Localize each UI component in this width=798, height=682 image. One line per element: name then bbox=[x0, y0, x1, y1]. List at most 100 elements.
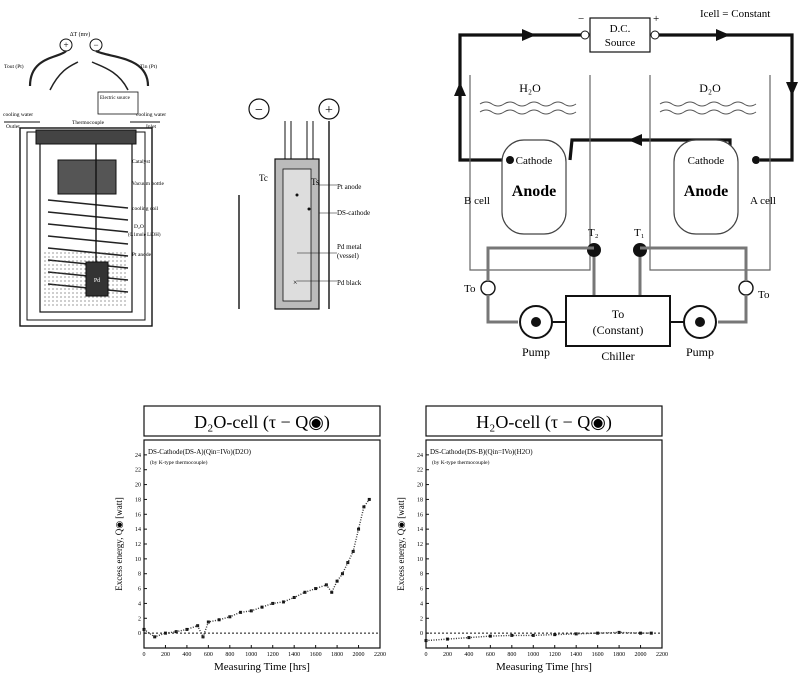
y-tick-label: 12 bbox=[135, 542, 141, 548]
b-cell-label: B cell bbox=[464, 195, 490, 207]
minus-sign: − bbox=[93, 40, 98, 50]
b-cell-vessel bbox=[501, 139, 567, 235]
vacuum-bottle-label: Vacuum bottle bbox=[132, 181, 164, 187]
y-tick-label: 12 bbox=[417, 542, 423, 548]
ds-cathode-label: DS-cathode bbox=[337, 209, 370, 217]
apparatus-diagram: ΔT (mv) + − Tout (Pt) Tin (Pt) cooling w… bbox=[3, 31, 166, 327]
pd-black-label: Pd black bbox=[337, 279, 362, 287]
x-tick-label: 1800 bbox=[613, 652, 625, 658]
chart-subtitle: DS-Cathode(DS-A)(Qin=IVo)(D2O) bbox=[148, 448, 252, 456]
data-point bbox=[531, 633, 535, 637]
catalyst-label: Catalyst bbox=[132, 159, 150, 165]
h2o-label: H₂O bbox=[519, 81, 541, 95]
y-axis-label: Excess energy, Q◉ [watt] bbox=[114, 497, 124, 591]
t2-label: T₂ bbox=[588, 227, 599, 239]
t1-label: T₁ bbox=[634, 227, 645, 239]
x-tick-label: 400 bbox=[182, 652, 191, 658]
minus-sign: − bbox=[255, 103, 263, 118]
x-tick-label: 1400 bbox=[570, 652, 582, 658]
y-tick-label: 8 bbox=[138, 572, 141, 578]
t1-sensor-icon bbox=[633, 243, 647, 257]
dc-source-label-1: D.C. bbox=[610, 23, 631, 35]
pt-anode-label: Pt anode bbox=[337, 183, 361, 191]
pt-anode-label: Pt anode bbox=[132, 252, 152, 258]
delta-t-label: ΔT (mv) bbox=[70, 31, 91, 38]
d2o-cell-chart: D₂O-cell (τ − Q◉)0 200 400 600 800 1000 1200 14… bbox=[114, 405, 386, 673]
cathode-right-label: Cathode bbox=[688, 155, 725, 167]
outlet-label: Outlet bbox=[6, 124, 20, 130]
pd-label: Pd bbox=[94, 278, 100, 284]
x-tick-label: 600 bbox=[204, 652, 213, 658]
data-point bbox=[303, 590, 307, 594]
x-tick-label: 1800 bbox=[331, 652, 343, 658]
source-plus-sign: + bbox=[653, 13, 659, 25]
data-series-trace bbox=[425, 631, 652, 642]
x-tick-label: 2200 bbox=[374, 652, 386, 658]
y-tick-label: 22 bbox=[417, 468, 423, 474]
plot-frame bbox=[143, 439, 381, 649]
y-tick-label: 16 bbox=[417, 512, 423, 518]
data-point bbox=[217, 618, 221, 622]
data-point bbox=[639, 631, 643, 635]
x-tick-label: 800 bbox=[507, 652, 516, 658]
to-sensor-left-icon bbox=[480, 280, 496, 296]
cathode-detail-diagram: − + Tc Ts Pt anode DS-cathode Pd metal (… bbox=[238, 98, 370, 310]
x-axis-label: Measuring Time [hrs] bbox=[496, 661, 592, 673]
x-tick-label: 800 bbox=[225, 652, 234, 658]
d2o-concentration-label: (0.1mole LiOH) bbox=[128, 233, 161, 238]
y-tick-label: 22 bbox=[135, 468, 141, 474]
x-tick-label: 1600 bbox=[310, 652, 322, 658]
y-tick-label: 16 bbox=[135, 512, 141, 518]
y-tick-label: 4 bbox=[138, 601, 141, 607]
y-tick-label: 24 bbox=[417, 453, 423, 459]
y-tick-label: 0 bbox=[138, 631, 141, 637]
y-tick-label: 4 bbox=[420, 601, 423, 607]
x-tick-label: 1000 bbox=[245, 652, 257, 658]
current-arrows bbox=[454, 29, 798, 146]
chart-note: (by K-type thermocouple) bbox=[150, 459, 208, 466]
y-tick-label: 18 bbox=[135, 497, 141, 503]
cooling-coil-label: cooling coil bbox=[132, 206, 159, 212]
y-tick-label: 10 bbox=[135, 557, 141, 563]
chiller-box bbox=[565, 295, 671, 347]
x-tick-label: 1600 bbox=[592, 652, 604, 658]
to-sensor-right-icon bbox=[738, 280, 754, 296]
pump-right-label: Pump bbox=[686, 345, 714, 359]
x-tick-label: 1400 bbox=[288, 652, 300, 658]
data-point bbox=[260, 605, 264, 609]
data-point bbox=[185, 627, 189, 631]
y-tick-label: 24 bbox=[135, 453, 141, 459]
x-tick-label: 600 bbox=[486, 652, 495, 658]
t2-sensor-icon bbox=[587, 243, 601, 257]
plot-frame bbox=[425, 439, 663, 649]
cathode-left-label: Cathode bbox=[516, 155, 553, 167]
tc-label: Tc bbox=[259, 173, 268, 183]
y-tick-label: 20 bbox=[135, 483, 141, 489]
thermocouple-label: Thermocouple bbox=[72, 120, 105, 126]
y-tick-label: 20 bbox=[417, 483, 423, 489]
x-tick-label: 0 bbox=[143, 652, 146, 658]
x-tick-label: 2000 bbox=[635, 652, 647, 658]
pd-metal-label: Pd metal bbox=[337, 243, 362, 251]
data-point bbox=[239, 610, 243, 614]
chart-note: (by K-type thermocouple) bbox=[432, 459, 490, 466]
to-right-label: To bbox=[758, 289, 770, 301]
x-tick-label: 1200 bbox=[267, 652, 279, 658]
to-left-label: To bbox=[464, 283, 476, 295]
y-tick-label: 14 bbox=[417, 527, 423, 533]
y-tick-label: 18 bbox=[417, 497, 423, 503]
data-point bbox=[445, 637, 449, 641]
minus-terminal-icon bbox=[248, 98, 270, 120]
tin-label: Tin (Pt) bbox=[140, 63, 157, 70]
data-series-trace bbox=[143, 498, 370, 639]
x-tick-label: 1200 bbox=[549, 652, 561, 658]
data-point bbox=[163, 631, 167, 635]
data-point bbox=[362, 505, 366, 509]
chart-subtitle: DS-Cathode(DS-B)(Qin=IVo)(H2O) bbox=[430, 448, 533, 456]
x-tick-label: 1000 bbox=[527, 652, 539, 658]
icell-label: Icell = Constant bbox=[700, 8, 770, 20]
x-tick-label: 2200 bbox=[656, 652, 668, 658]
chart-title: D₂O-cell (τ − Q◉) bbox=[194, 412, 330, 433]
h2o-cell-chart: H₂O-cell (τ − Q◉)0 200 400 600 800 1000 1200 14… bbox=[396, 405, 668, 673]
y-tick-label: 10 bbox=[417, 557, 423, 563]
